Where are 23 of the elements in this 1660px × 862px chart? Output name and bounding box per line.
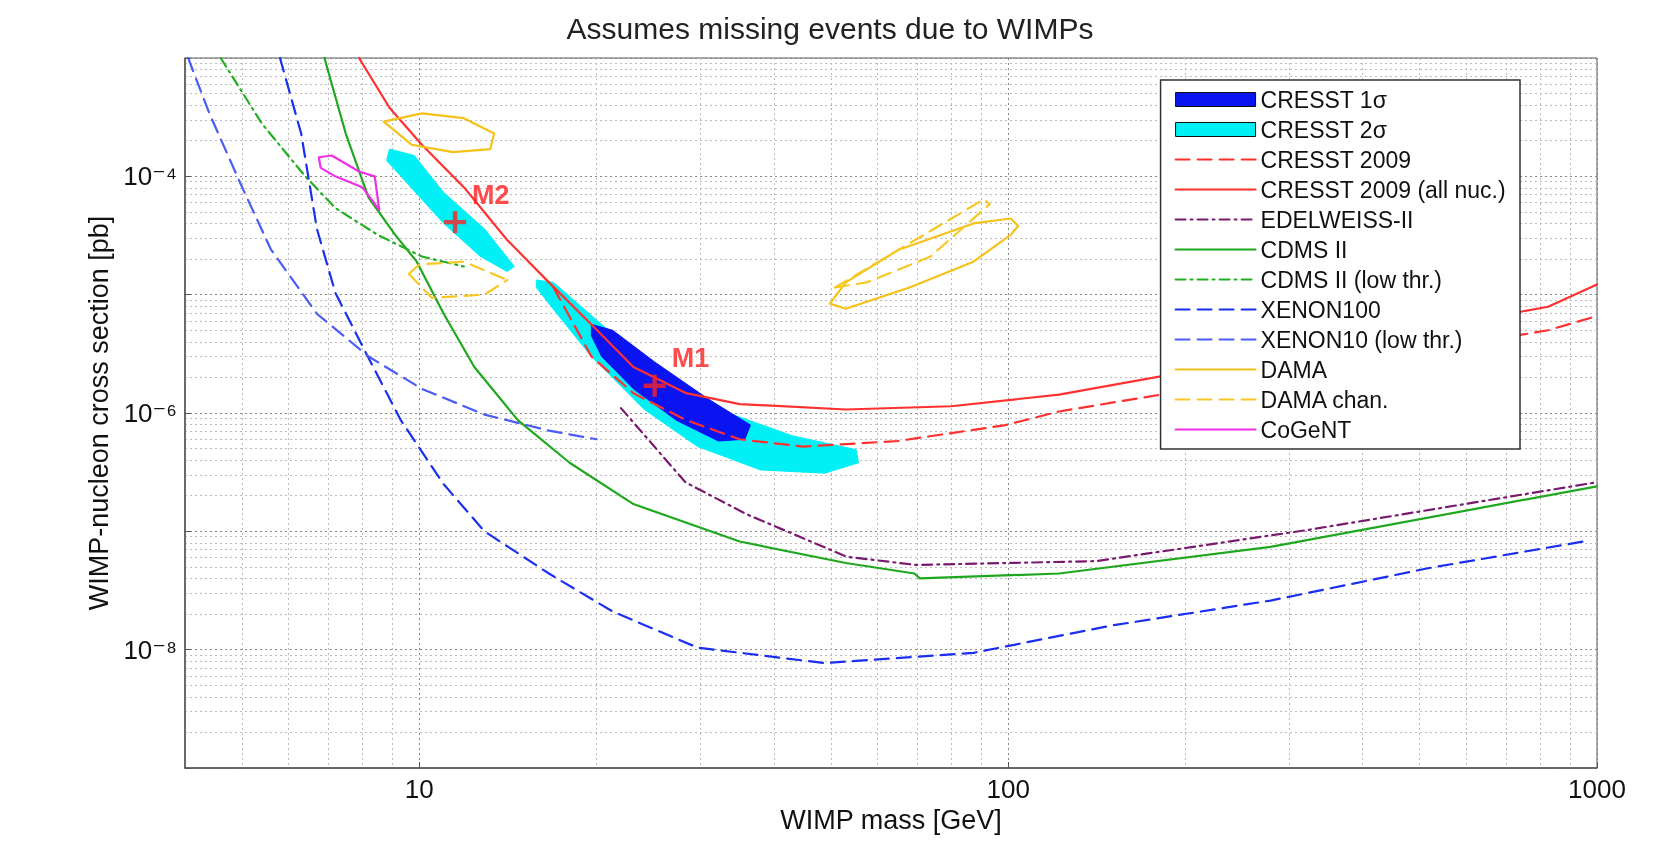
annotation: M2: [472, 179, 510, 210]
legend-label: CDMS II (low thr.): [1260, 266, 1443, 293]
annotation: M1: [671, 343, 710, 374]
x-tick-label: 1000: [1568, 774, 1626, 804]
legend-label: CRESST 2009: [1260, 146, 1412, 173]
y-tick-label: 10⁻⁴: [123, 161, 177, 192]
x-axis-title: WIMP mass [GeV]: [780, 805, 1002, 836]
y-tick-label: 10⁻⁶: [123, 398, 177, 428]
legend-label: CRESST 2009 (all nuc.): [1260, 176, 1506, 203]
x-tick-label: 100: [986, 774, 1030, 804]
legend-label: EDELWEISS-II: [1260, 206, 1414, 233]
chart-title: Assumes missing events due to WIMPs: [566, 11, 1094, 45]
legend-label: XENON10 (low thr.): [1260, 326, 1463, 353]
legend-label: XENON100: [1260, 296, 1381, 323]
y-tick-label: 10⁻⁸: [123, 634, 177, 665]
legend-label: CRESST 2σ: [1260, 116, 1387, 143]
legend-label: CoGeNT: [1260, 416, 1352, 443]
x-tick-label: 10: [404, 774, 434, 804]
legend-label: CDMS II: [1260, 236, 1348, 263]
legend-label: DAMA: [1260, 356, 1328, 383]
legend-label: DAMA chan.: [1260, 386, 1389, 413]
legend-label: CRESST 1σ: [1260, 86, 1387, 113]
y-axis-title: WIMP-nucleon cross section [pb]: [83, 215, 114, 611]
